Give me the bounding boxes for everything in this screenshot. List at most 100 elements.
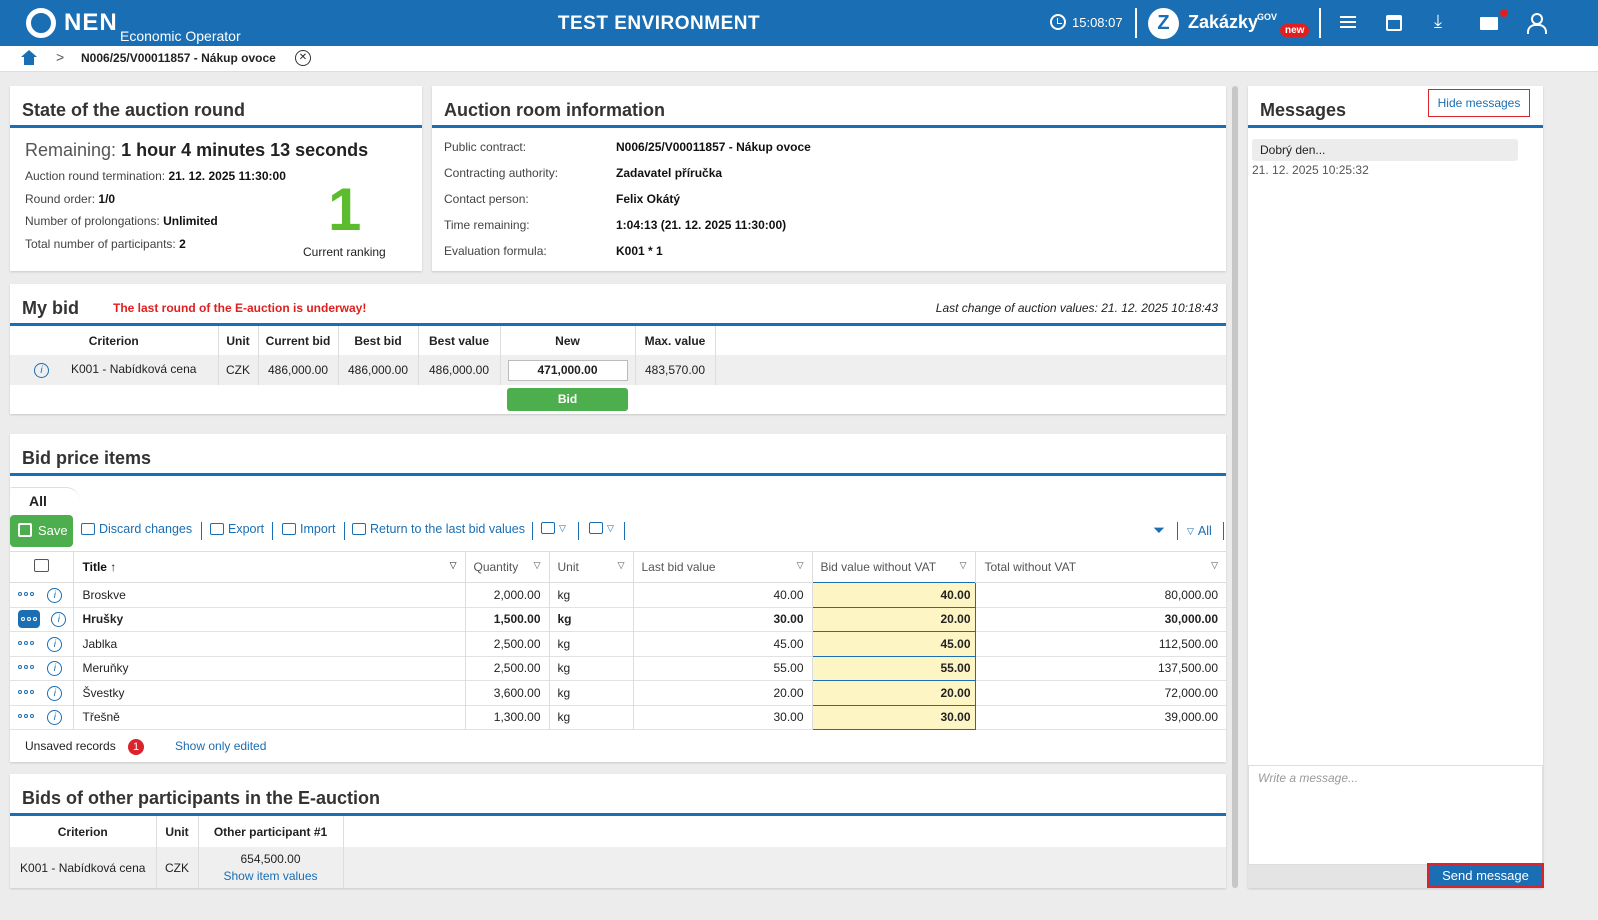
tab-all[interactable]: All bbox=[10, 487, 80, 513]
table-row[interactable]: i Broskve 2,000.00 kg 40.00 40.00 80,000.00 bbox=[10, 582, 1226, 608]
filter-all-select[interactable]: ▽ All bbox=[1187, 524, 1212, 538]
zakazky-link[interactable]: Zakázky bbox=[1188, 12, 1259, 32]
row-menu-icon[interactable] bbox=[18, 712, 36, 720]
return-icon bbox=[352, 523, 366, 535]
message-bubble[interactable]: Dobrý den... bbox=[1252, 139, 1518, 161]
filter-icon[interactable]: ⏷ bbox=[1153, 522, 1166, 539]
chevron-down-icon[interactable]: ▽ bbox=[959, 560, 967, 570]
bid-value-input[interactable]: 30.00 bbox=[811, 704, 976, 730]
total-cell: 39,000.00 bbox=[1164, 710, 1218, 725]
discard-changes-button[interactable]: Discard changes bbox=[81, 522, 192, 536]
divider bbox=[10, 473, 1226, 476]
column-total[interactable]: Total without VAT ▽ bbox=[975, 552, 1226, 583]
chevron-down-icon[interactable]: ▽ bbox=[1211, 560, 1218, 570]
user-icon[interactable] bbox=[1526, 13, 1547, 34]
share-menu[interactable]: ▽ bbox=[589, 522, 614, 534]
room-label: Public contract: bbox=[444, 140, 527, 154]
row-menu-icon[interactable] bbox=[18, 688, 36, 696]
column-title[interactable]: Title ↑ ▽ bbox=[73, 551, 466, 583]
info-icon[interactable]: i bbox=[47, 710, 63, 726]
export-button[interactable]: Export bbox=[210, 522, 264, 536]
column-quantity[interactable]: Quantity ▽ bbox=[465, 551, 550, 583]
import-button[interactable]: Import bbox=[282, 522, 335, 536]
column-header: Unit bbox=[557, 560, 579, 574]
home-icon[interactable] bbox=[21, 50, 37, 66]
logo-text[interactable]: NEN bbox=[64, 9, 118, 36]
row-menu-icon[interactable] bbox=[18, 663, 36, 671]
chevron-down-icon: ▽ bbox=[1187, 525, 1194, 536]
chevron-down-icon[interactable]: ▽ bbox=[796, 560, 804, 570]
print-icon bbox=[541, 522, 555, 534]
info-icon[interactable]: i bbox=[47, 661, 63, 677]
close-icon[interactable]: ✕ bbox=[295, 50, 311, 66]
calendar-icon[interactable] bbox=[1386, 13, 1406, 33]
unit-cell: kg bbox=[549, 656, 634, 681]
bid-button[interactable]: Bid bbox=[507, 388, 628, 411]
chevron-down-icon[interactable]: ▽ bbox=[449, 560, 457, 570]
print-menu[interactable]: ▽ bbox=[541, 522, 566, 534]
room-label: Contracting authority: bbox=[444, 166, 559, 180]
info-icon[interactable]: i bbox=[51, 612, 67, 628]
hide-messages-button[interactable]: Hide messages bbox=[1428, 89, 1530, 117]
column-header: Other participant #1 bbox=[198, 816, 344, 847]
scrollbar[interactable] bbox=[1232, 86, 1238, 888]
bid-value-input[interactable]: 20.00 bbox=[811, 680, 976, 706]
column-settings-icon[interactable] bbox=[33, 559, 49, 572]
table-row[interactable]: i Třešně 1,300.00 kg 30.00 30.00 39,000.00 bbox=[10, 704, 1226, 730]
download-icon[interactable] bbox=[1432, 11, 1452, 33]
info-icon[interactable]: i bbox=[47, 636, 63, 652]
top-bar: NEN Economic Operator TEST ENVIRONMENT 1… bbox=[0, 0, 1598, 46]
column-unit[interactable]: Unit ▽ bbox=[549, 551, 634, 583]
notification-dot bbox=[1500, 9, 1508, 17]
breadcrumb-current[interactable]: N006/25/V00011857 - Nákup ovoce bbox=[81, 51, 276, 65]
nen-logo-icon[interactable] bbox=[26, 8, 56, 38]
row-menu-icon[interactable] bbox=[18, 639, 36, 647]
new-badge: new bbox=[1280, 24, 1310, 37]
message-input[interactable]: Write a message... bbox=[1248, 765, 1543, 865]
unit-cell: kg bbox=[549, 631, 634, 656]
divider bbox=[10, 125, 422, 128]
table-row[interactable]: i Jablka 2,500.00 kg 45.00 45.00 112,500.00 bbox=[10, 631, 1226, 657]
participant-value: 654,500.00 bbox=[240, 851, 301, 866]
chevron-down-icon: ▽ bbox=[559, 522, 566, 533]
bid-value-input[interactable]: 40.00 bbox=[811, 582, 976, 608]
unsaved-label: Unsaved records bbox=[25, 739, 116, 753]
menu-icon[interactable] bbox=[1338, 13, 1358, 33]
room-title: Auction room information bbox=[444, 100, 665, 120]
table-row[interactable]: i Švestky 3,600.00 kg 20.00 20.00 72,000.00 bbox=[10, 680, 1226, 706]
chevron-down-icon[interactable]: ▽ bbox=[617, 560, 625, 570]
items-table: Title ↑ ▽ Quantity ▽ Unit ▽ Last bid value… bbox=[10, 551, 1226, 730]
table-row[interactable]: i Hrušky 1,500.00 kg 30.00 20.00 30,000.00 bbox=[10, 606, 1226, 632]
bid-value-input[interactable]: 45.00 bbox=[811, 631, 976, 657]
row-menu-icon[interactable] bbox=[18, 610, 40, 629]
sort-up-icon: ↑ bbox=[110, 560, 117, 574]
new-bid-input[interactable]: 471,000.00 bbox=[507, 359, 628, 381]
column-bid-value[interactable]: Bid value without VAT ▽ bbox=[812, 551, 976, 583]
send-message-button[interactable]: Send message bbox=[1427, 863, 1544, 888]
state-title: State of the auction round bbox=[22, 100, 245, 120]
info-icon[interactable]: i bbox=[34, 363, 49, 378]
info-icon[interactable]: i bbox=[47, 587, 63, 603]
state-panel: State of the auction round Remaining: 1 … bbox=[10, 86, 422, 271]
column-header: Criterion bbox=[10, 326, 219, 355]
show-item-values-link[interactable]: Show item values bbox=[223, 868, 318, 883]
chevron-down-icon[interactable]: ▽ bbox=[533, 560, 541, 570]
zakazky-logo-icon[interactable]: Z bbox=[1148, 8, 1179, 39]
message-time: 21. 12. 2025 10:25:32 bbox=[1252, 163, 1369, 177]
divider bbox=[272, 522, 273, 540]
bid-value-input[interactable]: 55.00 bbox=[811, 655, 976, 681]
row-menu-icon[interactable] bbox=[18, 590, 36, 598]
last-bid-cell: 30.00 bbox=[633, 607, 813, 632]
table-row: K001 - Nabídková cena CZK 654,500.00 Sho… bbox=[10, 847, 1226, 888]
column-last-bid[interactable]: Last bid value ▽ bbox=[633, 551, 813, 583]
bid-value-input[interactable]: 20.00 bbox=[811, 606, 976, 632]
mail-icon[interactable] bbox=[1480, 13, 1500, 33]
show-only-edited-link[interactable]: Show only edited bbox=[175, 739, 267, 753]
room-label: Evaluation formula: bbox=[444, 244, 547, 258]
table-row[interactable]: i Meruňky 2,500.00 kg 55.00 55.00 137,500.00 bbox=[10, 655, 1226, 681]
criterion-cell: K001 - Nabídková cena bbox=[10, 847, 157, 888]
info-icon[interactable]: i bbox=[47, 685, 63, 701]
return-last-values-button[interactable]: Return to the last bid values bbox=[352, 522, 525, 536]
save-button[interactable]: Save bbox=[10, 515, 73, 547]
chevron-right-icon: > bbox=[56, 49, 65, 65]
